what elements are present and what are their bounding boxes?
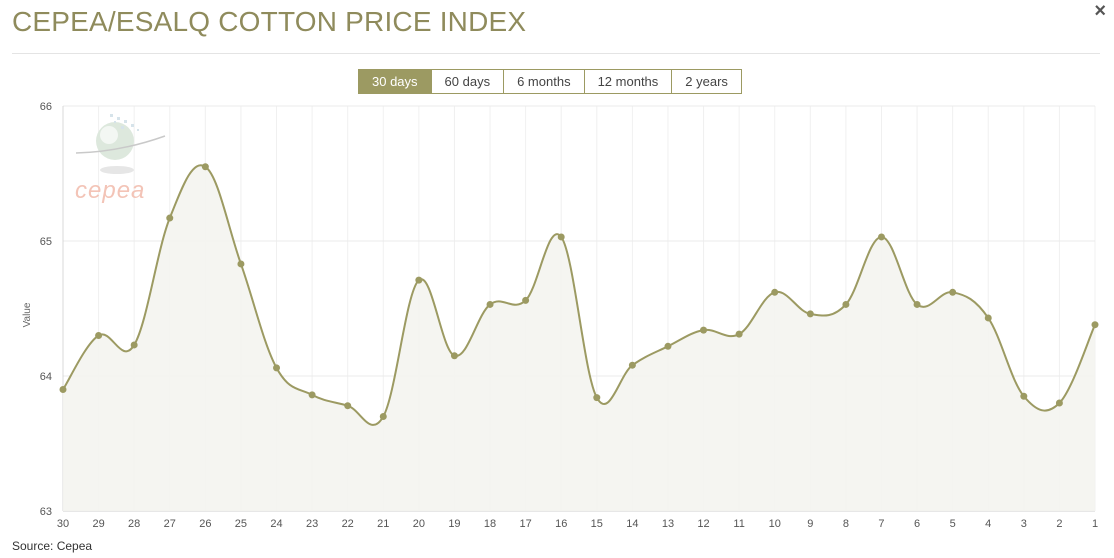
- data-point[interactable]: [1020, 392, 1028, 400]
- x-tick-labels: 30 29 28 27 26 25 24 23 22 21 20 19 18 17 16 15 14 13 12 11…: [57, 518, 1098, 530]
- x-tick-label: 1: [1092, 518, 1098, 530]
- range-30-days-button[interactable]: 30 days: [359, 70, 431, 93]
- data-point[interactable]: [308, 391, 316, 399]
- range-12-months-button[interactable]: 12 months: [583, 70, 672, 93]
- x-tick-label: 8: [843, 518, 849, 530]
- data-point[interactable]: [273, 364, 281, 372]
- data-point[interactable]: [237, 260, 245, 268]
- y-tick-label: 64: [40, 371, 52, 383]
- x-tick-label: 2: [1056, 518, 1062, 530]
- x-tick-label: 25: [235, 518, 247, 530]
- x-tick-label: 18: [484, 518, 496, 530]
- data-point[interactable]: [913, 300, 921, 308]
- x-tick-label: 12: [697, 518, 709, 530]
- x-tick-label: 20: [413, 518, 425, 530]
- data-point[interactable]: [450, 352, 458, 360]
- x-tick-label: 4: [985, 518, 991, 530]
- x-tick-label: 30: [57, 518, 69, 530]
- data-point[interactable]: [522, 296, 530, 304]
- globe-icon: [75, 114, 166, 174]
- x-tick-label: 23: [306, 518, 318, 530]
- data-point[interactable]: [415, 276, 423, 284]
- data-point[interactable]: [166, 214, 174, 222]
- data-point[interactable]: [984, 314, 992, 322]
- x-tick-label: 13: [662, 518, 674, 530]
- data-point[interactable]: [59, 386, 67, 393]
- x-tick-label: 26: [199, 518, 211, 530]
- range-6-months-button[interactable]: 6 months: [503, 70, 584, 93]
- x-tick-label: 14: [626, 518, 638, 530]
- data-point[interactable]: [593, 394, 601, 402]
- data-points: [59, 163, 1099, 420]
- x-tick-label: 28: [128, 518, 140, 530]
- x-tick-label: 11: [733, 518, 744, 530]
- cepea-logo: cepea: [75, 114, 166, 204]
- x-tick-label: 6: [914, 518, 920, 530]
- close-icon[interactable]: ×: [1094, 0, 1106, 22]
- logo-text: cepea: [75, 177, 145, 204]
- data-point[interactable]: [344, 402, 352, 410]
- data-point[interactable]: [771, 288, 779, 296]
- x-tick-label: 9: [807, 518, 813, 530]
- x-tick-label: 7: [878, 518, 884, 530]
- data-point[interactable]: [949, 288, 957, 296]
- x-tick-label: 10: [769, 518, 781, 530]
- data-point[interactable]: [379, 413, 387, 420]
- data-point[interactable]: [735, 330, 743, 338]
- range-60-days-button[interactable]: 60 days: [430, 70, 504, 93]
- x-tick-label: 24: [270, 518, 282, 530]
- x-tick-label: 15: [591, 518, 603, 530]
- series-area: [63, 165, 1095, 511]
- data-point[interactable]: [95, 332, 103, 339]
- x-tick-label: 22: [342, 518, 354, 530]
- y-tick-label: 63: [40, 506, 52, 518]
- x-tick-label: 3: [1021, 518, 1027, 530]
- x-tick-label: 16: [555, 518, 567, 530]
- data-point[interactable]: [1055, 399, 1063, 407]
- data-point[interactable]: [628, 361, 636, 369]
- x-tick-label: 19: [448, 518, 460, 530]
- x-tick-label: 21: [377, 518, 389, 530]
- y-tick-label: 66: [40, 101, 52, 113]
- y-tick-labels: 63 64 65 66: [40, 101, 52, 518]
- data-point[interactable]: [557, 233, 565, 241]
- source-note: Source: Cepea: [12, 539, 93, 553]
- data-point[interactable]: [842, 300, 850, 308]
- header-divider: [12, 53, 1100, 54]
- page-title: CEPEA/ESALQ COTTON PRICE INDEX: [12, 6, 527, 37]
- x-tick-label: 17: [519, 518, 531, 530]
- x-tick-label: 29: [92, 518, 104, 530]
- range-2-years-button[interactable]: 2 years: [671, 70, 741, 93]
- data-point[interactable]: [486, 300, 494, 308]
- data-point[interactable]: [1091, 321, 1099, 329]
- y-tick-label: 65: [40, 236, 52, 248]
- x-tick-label: 27: [164, 518, 176, 530]
- range-selector: 30 days 60 days 6 months 12 months 2 yea…: [358, 69, 742, 94]
- data-point[interactable]: [806, 310, 814, 318]
- data-point[interactable]: [877, 233, 885, 241]
- data-point[interactable]: [130, 341, 138, 349]
- x-tick-label: 5: [950, 518, 956, 530]
- y-axis-label: Value: [22, 302, 33, 327]
- data-point[interactable]: [664, 342, 672, 350]
- data-point[interactable]: [700, 326, 708, 334]
- data-point[interactable]: [201, 163, 209, 171]
